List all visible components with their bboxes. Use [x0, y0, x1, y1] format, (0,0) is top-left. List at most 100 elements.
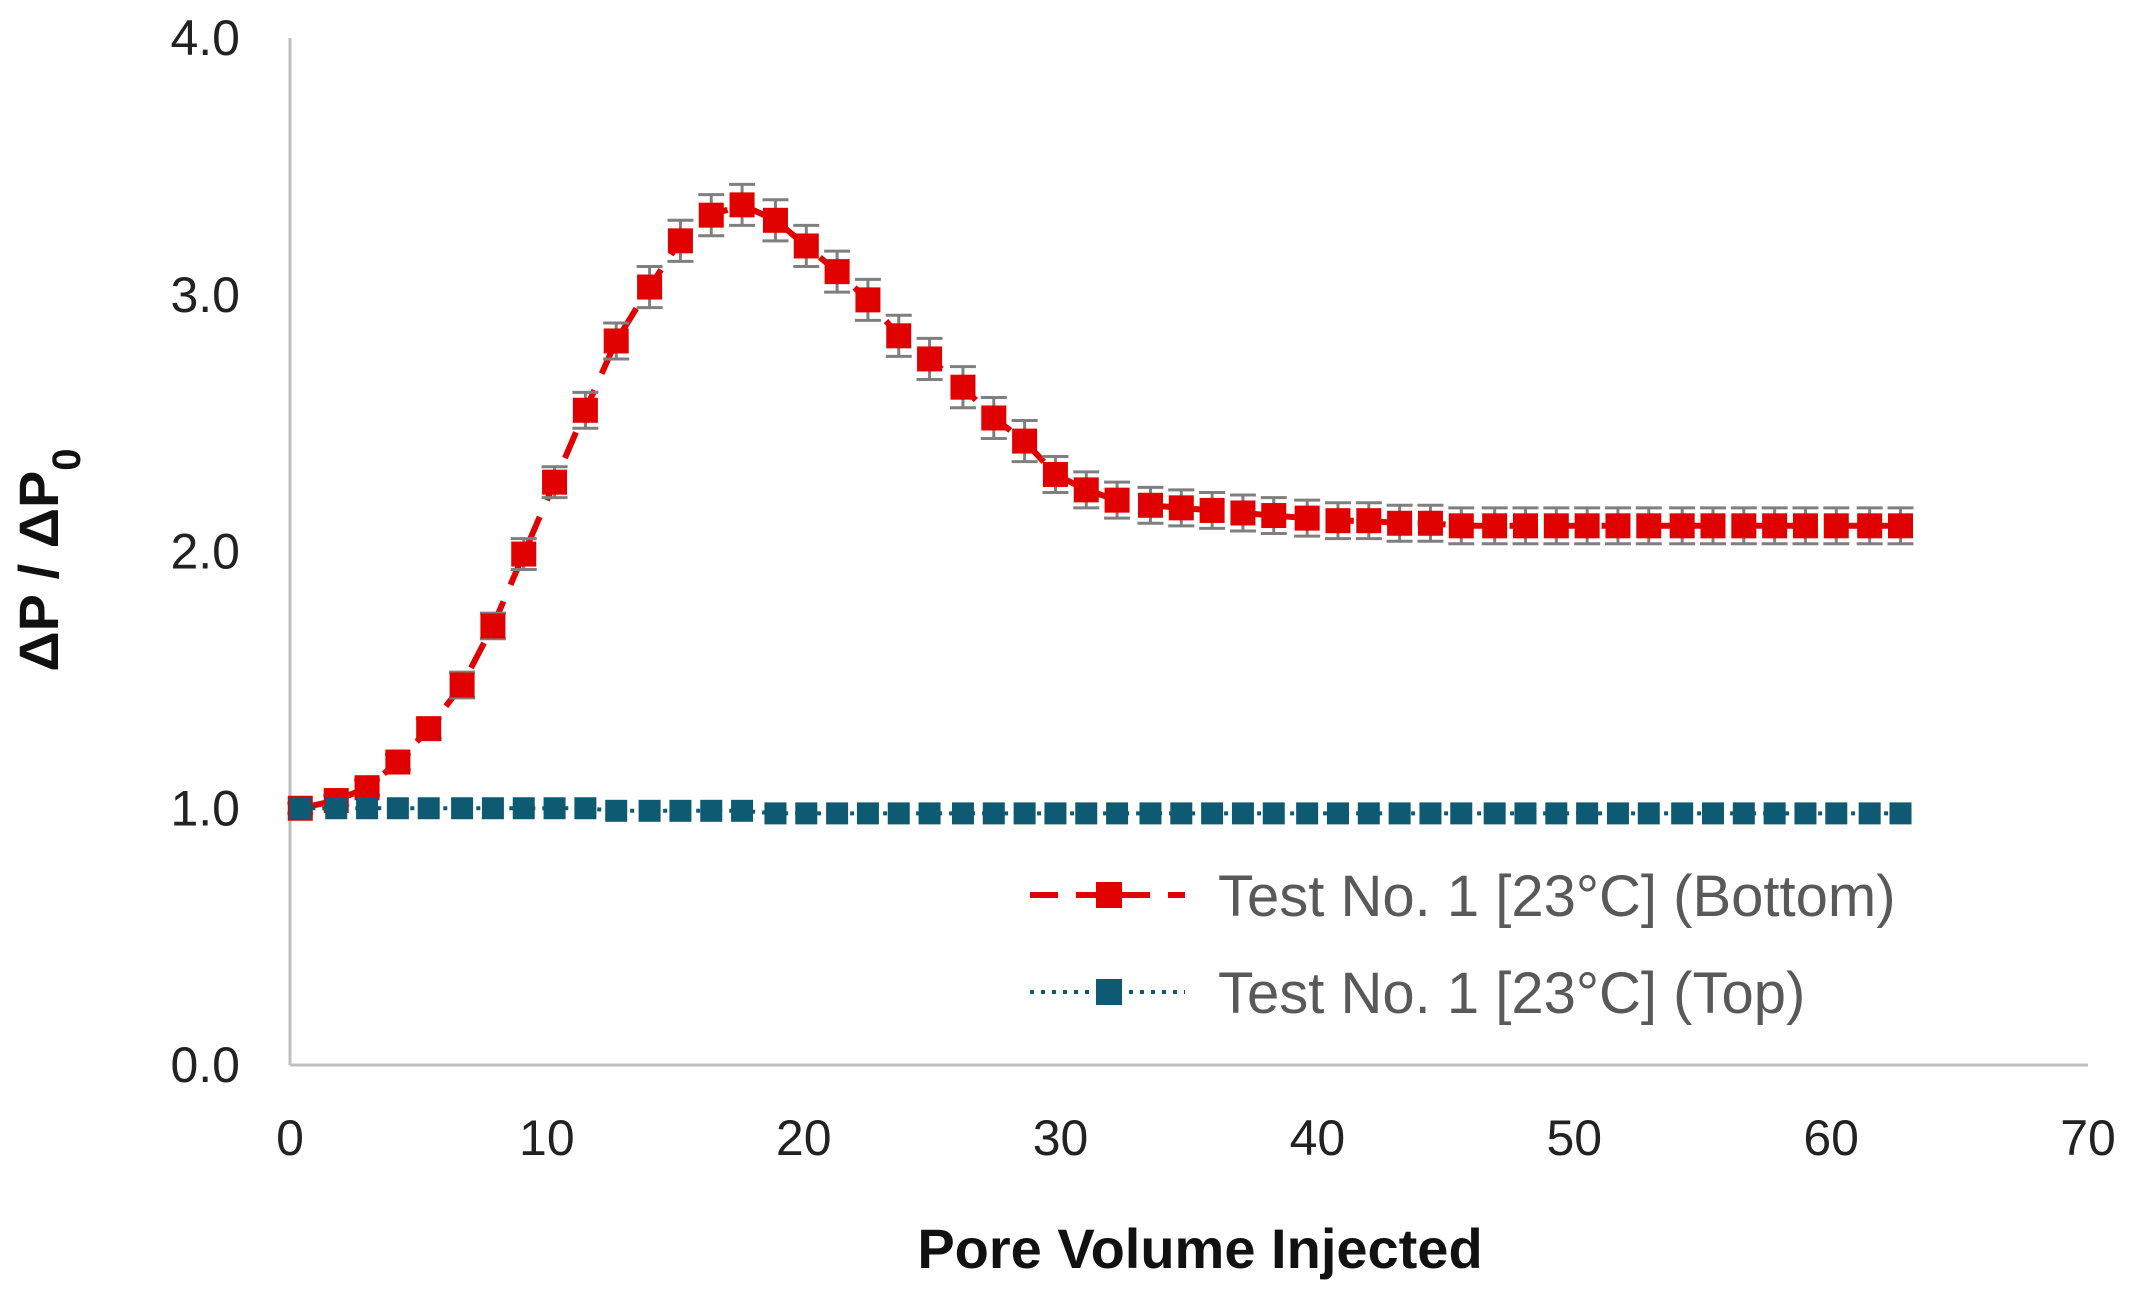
data-point	[1576, 802, 1599, 825]
data-point	[1013, 802, 1036, 825]
data-point	[667, 228, 693, 254]
y-tick-label: 3.0	[170, 267, 240, 323]
series-bottom	[287, 182, 1914, 821]
data-point	[793, 233, 819, 259]
data-point	[1636, 513, 1662, 539]
data-point	[1823, 513, 1849, 539]
axes	[288, 38, 2088, 1067]
x-tick-label: 30	[1033, 1110, 1089, 1166]
y-tick-labels: 0.0 1.0 2.0 3.0 4.0	[170, 10, 240, 1093]
data-point	[1042, 461, 1068, 487]
series-bottom-line	[299, 201, 1901, 812]
data-point	[1483, 802, 1506, 825]
data-point	[1261, 503, 1287, 529]
data-point	[1325, 508, 1351, 534]
data-point	[1858, 802, 1881, 825]
data-point	[886, 323, 912, 349]
series-top-markers	[289, 797, 1912, 825]
data-point	[1669, 513, 1695, 539]
data-point	[1514, 802, 1537, 825]
x-tick-label: 40	[1290, 1110, 1346, 1166]
series-top	[289, 797, 1912, 825]
x-tick-label: 20	[776, 1110, 832, 1166]
data-point	[480, 613, 506, 639]
data-point	[451, 797, 474, 820]
data-point	[1637, 802, 1660, 825]
data-point	[416, 716, 442, 742]
legend: Test No. 1 [23°C] (Bottom) Test No. 1 [2…	[1030, 864, 1896, 1026]
data-point	[1199, 497, 1225, 523]
x-tick-label: 70	[2060, 1110, 2116, 1166]
data-point	[1357, 802, 1380, 825]
x-tick-labels: 0 10 20 30 40 50 60 70	[276, 1110, 2116, 1166]
data-point	[764, 802, 787, 825]
data-point	[1825, 802, 1848, 825]
data-point	[449, 672, 475, 698]
data-point	[1012, 428, 1038, 454]
y-axis-title: ΔP / ΔP0	[7, 448, 89, 671]
data-point	[951, 802, 974, 825]
data-point	[824, 259, 850, 285]
data-point	[1137, 492, 1163, 518]
data-point	[1700, 513, 1726, 539]
data-point	[729, 192, 755, 218]
data-point	[1794, 802, 1817, 825]
data-point	[417, 797, 440, 820]
legend-marker-top	[1096, 979, 1122, 1005]
data-point	[1296, 802, 1319, 825]
data-point	[762, 207, 788, 233]
data-point	[1605, 513, 1631, 539]
data-point	[512, 797, 535, 820]
data-point	[1170, 802, 1193, 825]
data-point	[1073, 477, 1099, 503]
series-top-line	[300, 806, 1901, 816]
data-point	[887, 802, 910, 825]
data-point	[1763, 802, 1786, 825]
data-point	[700, 799, 723, 822]
data-point	[1262, 802, 1285, 825]
data-point	[1139, 802, 1162, 825]
data-point	[918, 802, 941, 825]
data-point	[1545, 802, 1568, 825]
data-point	[981, 405, 1007, 431]
data-point	[543, 797, 566, 820]
legend-label-bottom: Test No. 1 [23°C] (Bottom)	[1218, 864, 1896, 929]
x-tick-label: 0	[276, 1110, 304, 1166]
data-point	[1326, 802, 1349, 825]
data-point	[1450, 802, 1473, 825]
x-tick-label: 10	[519, 1110, 575, 1166]
x-axis-title: Pore Volume Injected	[917, 1217, 1482, 1280]
data-point	[1104, 487, 1130, 513]
data-point	[603, 328, 629, 354]
data-point	[1762, 513, 1788, 539]
data-point	[385, 749, 411, 775]
data-point	[1606, 802, 1629, 825]
data-point	[1482, 513, 1508, 539]
data-point	[572, 397, 598, 423]
data-point	[1075, 802, 1098, 825]
data-point	[1419, 802, 1442, 825]
data-point	[1387, 510, 1413, 536]
data-point	[1671, 802, 1694, 825]
data-point	[856, 802, 879, 825]
data-point	[826, 802, 849, 825]
legend-item-bottom: Test No. 1 [23°C] (Bottom)	[1030, 864, 1896, 929]
legend-marker-bottom	[1096, 882, 1122, 908]
data-point	[1857, 513, 1883, 539]
data-point	[1168, 495, 1194, 521]
y-tick-label: 1.0	[170, 780, 240, 836]
data-point	[982, 802, 1005, 825]
x-tick-label: 50	[1546, 1110, 1602, 1166]
data-point	[1230, 500, 1256, 526]
y-tick-label: 4.0	[170, 10, 240, 66]
legend-item-top: Test No. 1 [23°C] (Top)	[1030, 961, 1805, 1026]
data-point	[1106, 802, 1129, 825]
data-point	[731, 799, 754, 822]
data-point	[1448, 513, 1474, 539]
data-point	[1231, 802, 1254, 825]
data-point	[855, 287, 881, 313]
data-point	[574, 797, 597, 820]
x-tick-label: 60	[1803, 1110, 1859, 1166]
y-axis-title-main: ΔP / ΔP	[7, 471, 70, 672]
